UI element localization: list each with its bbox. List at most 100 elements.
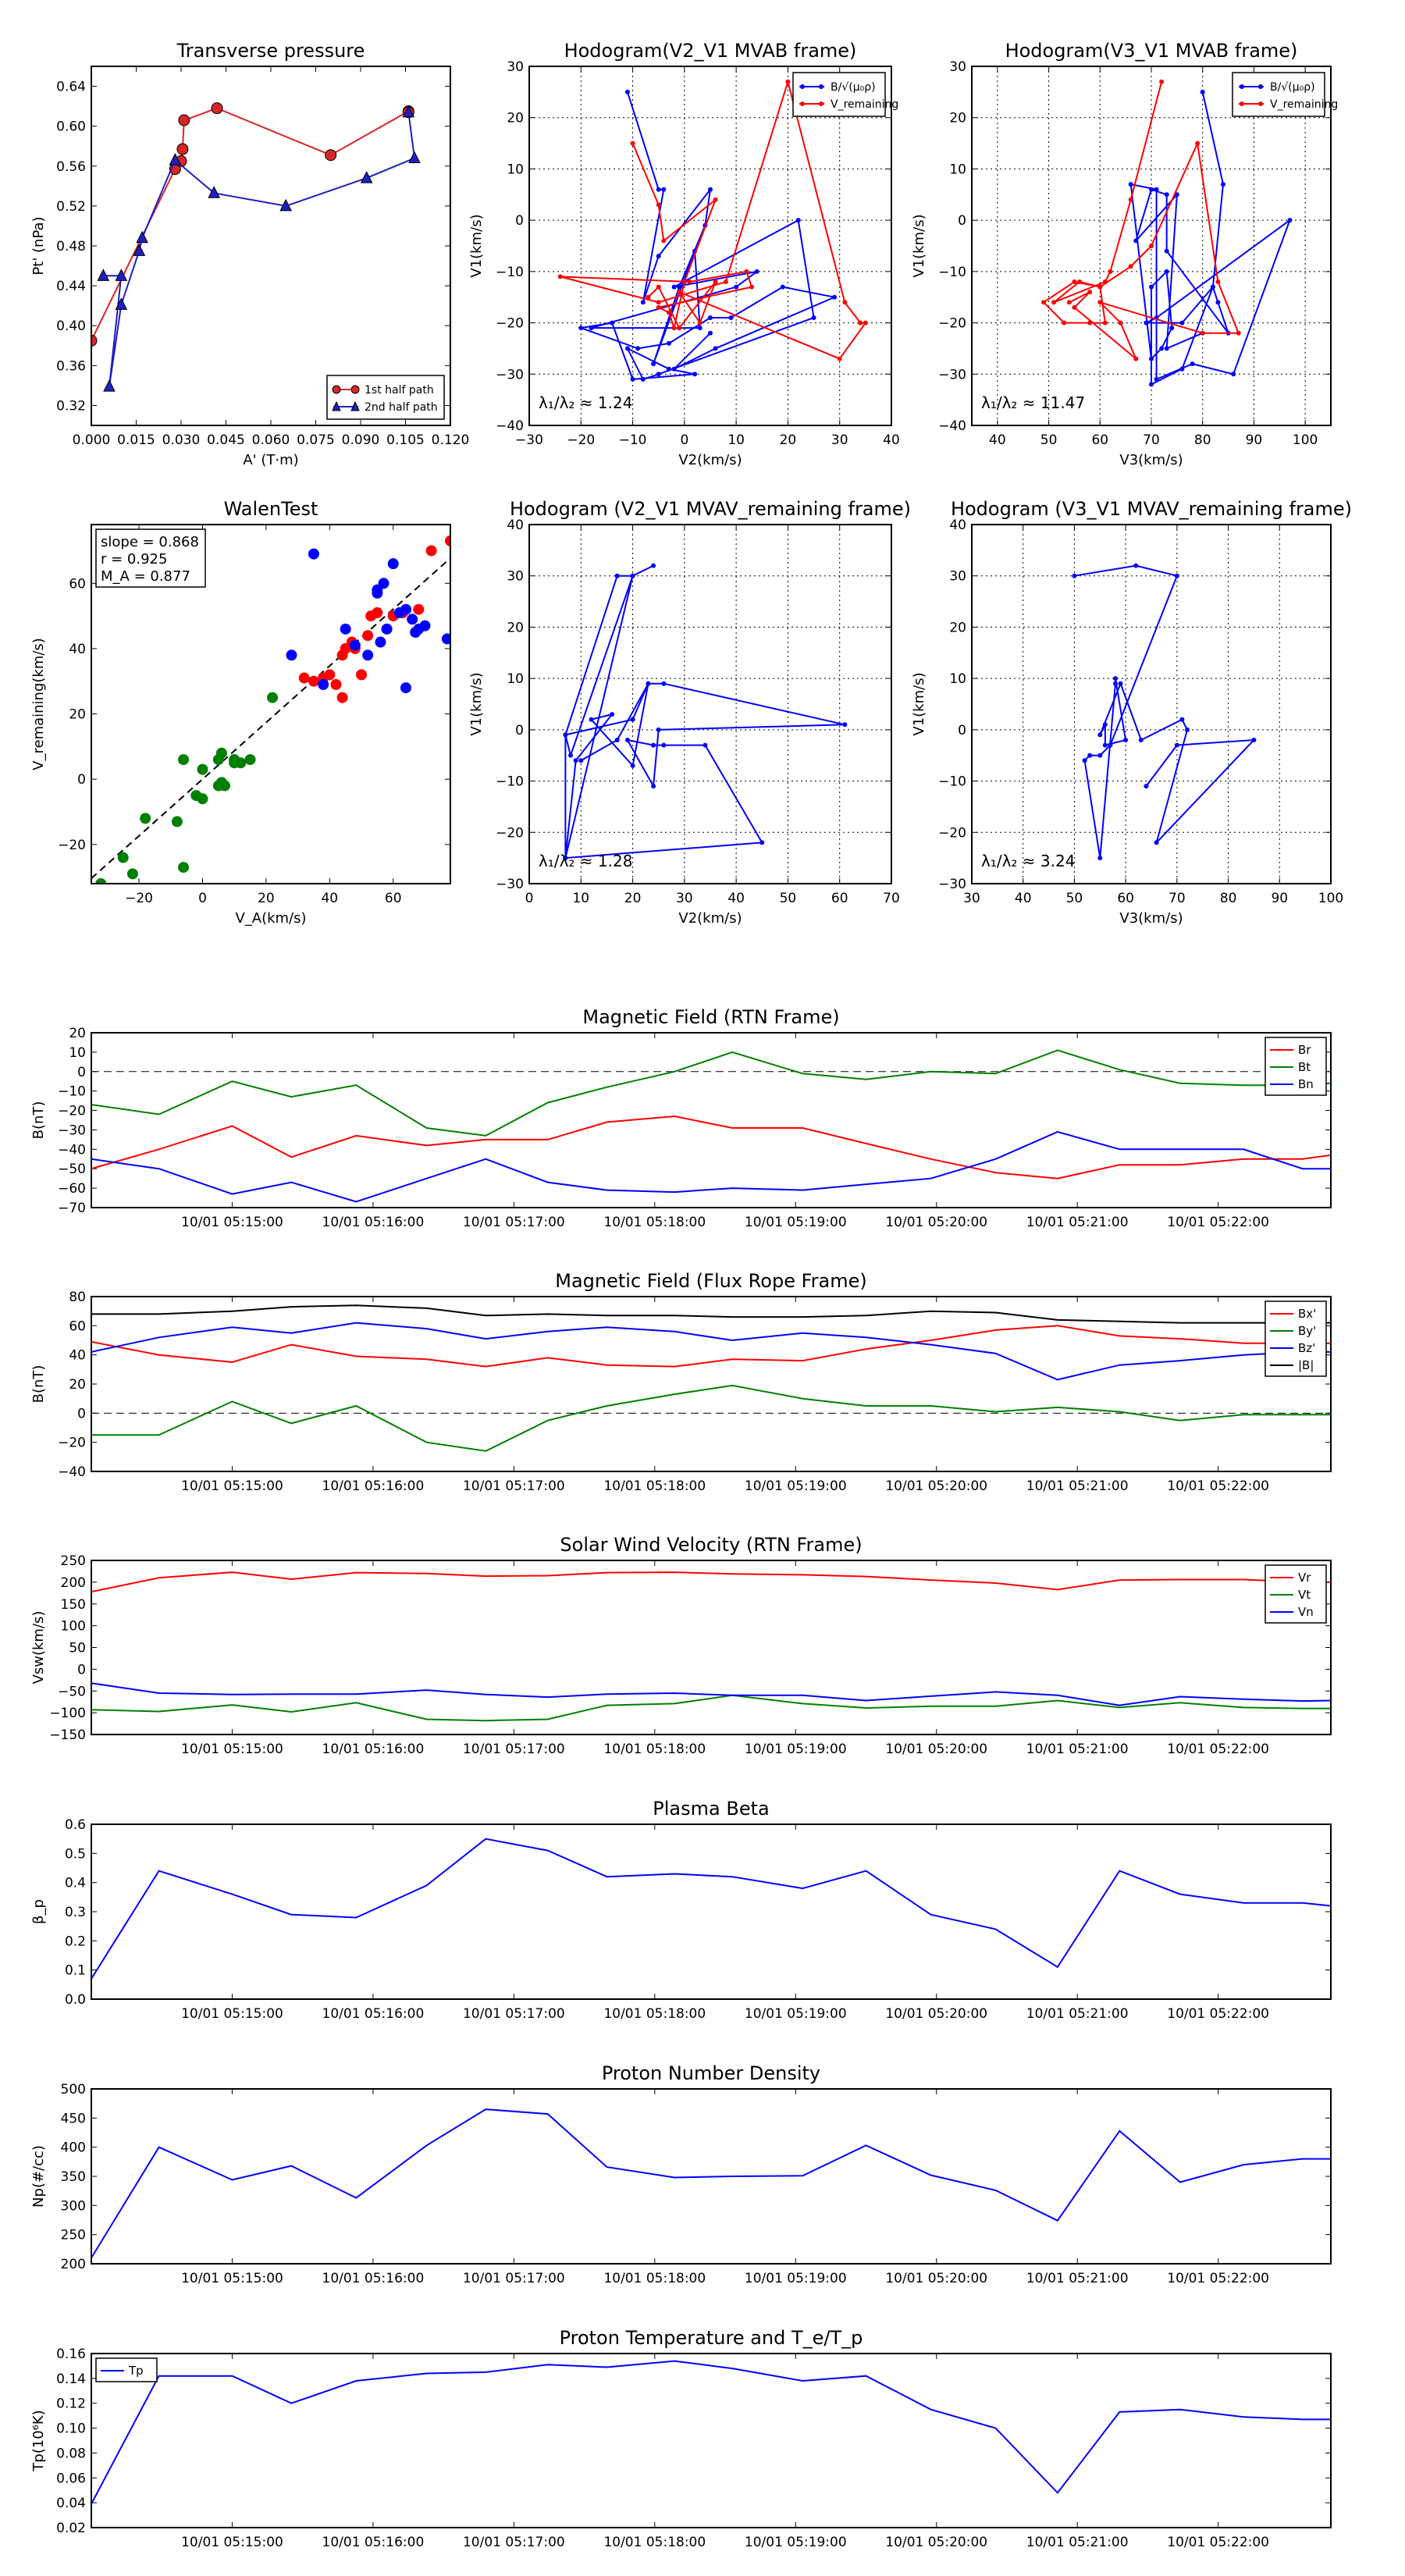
data-point: [1210, 284, 1215, 290]
data-point: [708, 187, 713, 192]
x-tick-label: 10/01 05:19:00: [745, 1478, 847, 1494]
data-point: [1108, 742, 1113, 748]
data-point: [589, 717, 594, 722]
x-tick-label: 0.075: [297, 432, 335, 448]
y-tick-label: 200: [61, 1575, 86, 1591]
data-point: [651, 784, 656, 789]
data-point: [267, 692, 279, 703]
chart-title: Hodogram(V2_V1 MVAB frame): [564, 40, 857, 62]
data-point: [713, 279, 718, 284]
data-point: [1108, 269, 1113, 274]
data-point: [1236, 330, 1241, 336]
data-point: [176, 143, 189, 155]
data-point: [1164, 192, 1169, 197]
y-tick-label: 10: [949, 671, 966, 687]
y-tick-label: 30: [507, 59, 524, 75]
data-point: [785, 79, 791, 84]
series-line: [91, 1694, 1331, 1722]
x-tick-label: 0.045: [207, 432, 245, 448]
data-point: [1154, 187, 1159, 192]
series-|B|: [91, 1304, 1331, 1324]
data-point: [1149, 382, 1154, 387]
x-tick-label: 80: [1194, 432, 1211, 448]
plot-area: [1072, 563, 1257, 861]
y-tick-label: 0: [515, 213, 524, 229]
series-red: [298, 535, 450, 703]
data-point: [661, 187, 667, 192]
x-tick-label: 0: [525, 891, 534, 906]
y-tick-label: 0.5: [65, 1846, 86, 1862]
y-tick-label: 250: [61, 2228, 86, 2243]
y-axis-label: V1(km/s): [911, 214, 927, 277]
data-point: [1113, 681, 1118, 686]
x-tick-label: 10/01 05:18:00: [603, 2535, 706, 2550]
data-point: [651, 742, 656, 748]
x-tick-label: 0.030: [162, 432, 201, 448]
y-tick-label: −50: [58, 1684, 86, 1699]
data-point: [656, 254, 661, 259]
y-tick-label: 20: [69, 1026, 86, 1041]
data-point: [661, 742, 667, 748]
legend-marker: [819, 101, 823, 106]
chart-title: Hodogram (V3_V1 MVAV_remaining frame): [951, 498, 1352, 520]
y-tick-label: −50: [58, 1162, 86, 1177]
data-point: [557, 274, 563, 279]
x-tick-label: 10/01 05:19:00: [745, 1742, 847, 1757]
data-point: [708, 330, 713, 336]
data-point: [362, 649, 374, 661]
data-point: [1072, 573, 1077, 578]
data-point: [842, 722, 848, 728]
plot-area: [91, 1304, 1331, 1452]
legend-marker: [350, 385, 360, 394]
x-tick-label: 10/01 05:20:00: [885, 2006, 987, 2022]
data-point: [1174, 742, 1179, 748]
x-tick-label: 10/01 05:17:00: [463, 1478, 565, 1494]
data-point: [402, 105, 415, 118]
data-point: [681, 279, 687, 284]
y-tick-label: −20: [58, 1436, 86, 1451]
x-tick-label: 70: [883, 891, 900, 906]
y-axis-label: β_p: [30, 1899, 47, 1924]
x-tick-label: 10/01 05:17:00: [463, 1742, 565, 1757]
legend-label: Bx': [1298, 1307, 1316, 1321]
data-point: [1128, 197, 1133, 202]
data-point: [723, 279, 728, 284]
x-tick-label: 60: [1117, 891, 1134, 906]
x-tick-label: 60: [1091, 432, 1108, 448]
x-tick-label: 0.120: [432, 432, 470, 448]
data-point: [1082, 758, 1087, 763]
x-tick-label: 60: [831, 891, 848, 906]
plot-frame: [528, 524, 892, 884]
plot-frame: [91, 2088, 1332, 2265]
x-tick-label: 10: [727, 432, 745, 448]
plot-frame: [91, 1296, 1332, 1472]
y-tick-label: −20: [496, 316, 524, 332]
data-point: [656, 202, 661, 208]
data-point: [279, 198, 292, 212]
data-point: [842, 300, 848, 305]
data-point: [308, 675, 319, 687]
y-tick-label: 30: [507, 569, 524, 585]
y-tick-label: −40: [58, 1464, 86, 1480]
series-line: [91, 1325, 1331, 1368]
plot-frame: [91, 1032, 1332, 1208]
data-point: [197, 763, 208, 775]
x-tick-label: 10/01 05:15:00: [181, 2006, 283, 2022]
series-line: [578, 91, 838, 381]
y-tick-label: 200: [61, 2257, 86, 2272]
data-point: [171, 816, 183, 827]
x-tick-label: 10/01 05:18:00: [603, 2006, 706, 2022]
chart-title: Transverse pressure: [176, 40, 365, 62]
series-beta: [91, 1838, 1331, 1980]
y-tick-label: 50: [69, 1641, 86, 1656]
eigenvalue-ratio-label: λ₁/λ₂ ≈ 1.28: [539, 852, 632, 870]
data-point: [630, 141, 635, 146]
data-point: [1215, 300, 1221, 305]
legend-label: V_remaining: [831, 98, 898, 111]
data-point: [372, 607, 383, 618]
x-tick-label: 40: [727, 891, 745, 906]
legend-label: 2nd half path: [365, 401, 438, 414]
data-point: [795, 218, 801, 223]
data-point: [1200, 330, 1205, 336]
x-axis-label: V_A(km/s): [235, 910, 306, 927]
